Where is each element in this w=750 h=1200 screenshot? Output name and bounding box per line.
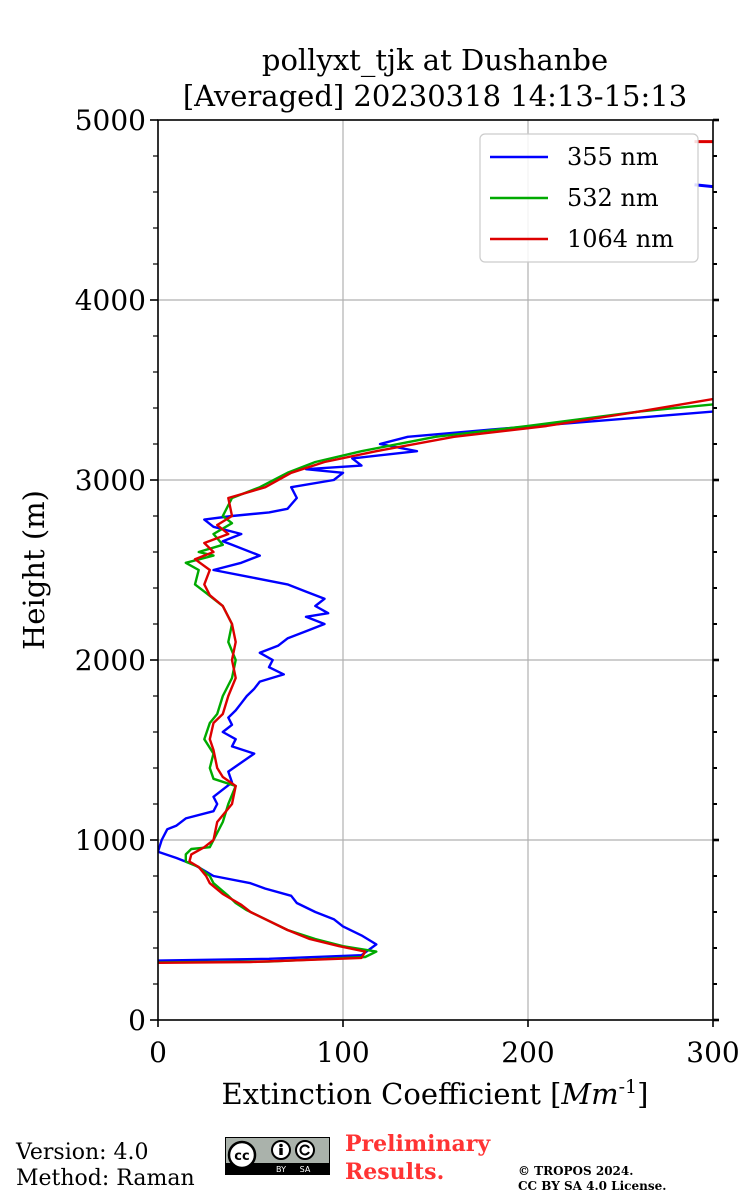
preliminary-line-1: Preliminary xyxy=(345,1131,491,1157)
extinction-profile-chart: pollyxt_tjk at Dushanbe [Averaged] 20230… xyxy=(17,43,740,1111)
x-axis-label: Extinction Coefficient [Mm-1] xyxy=(222,1076,649,1111)
x-axis-label-exponent: -1 xyxy=(619,1076,638,1098)
legend-label: 532 nm xyxy=(567,184,659,212)
series-line-532-nm xyxy=(158,403,713,964)
y-tick-labels: 0 1000 2000 3000 4000 5000 xyxy=(75,104,146,1037)
copyright-line-2: CC BY SA 4.0 License. xyxy=(518,1179,667,1193)
preliminary-line-2: Results. xyxy=(345,1159,445,1185)
cc-glyph: cc xyxy=(234,1149,249,1164)
grid xyxy=(158,120,713,1020)
x-tick-label: 200 xyxy=(501,1036,554,1069)
version-text: Version: 4.0 xyxy=(16,1140,149,1165)
copyright-line-1: © TROPOS 2024. xyxy=(518,1164,634,1178)
x-tick-label: 100 xyxy=(316,1036,369,1069)
legend: 355 nm 532 nm 1064 nm xyxy=(479,133,699,263)
y-tick-label: 5000 xyxy=(75,104,146,137)
plot-frame xyxy=(157,119,714,1021)
y-tick-label: 4000 xyxy=(75,284,146,317)
cc-icon xyxy=(227,1140,257,1170)
footer-version-method: Version: 4.0 Method: Raman xyxy=(16,1140,195,1192)
by-label: BY xyxy=(276,1165,286,1174)
cc-by-sa-license-badge: cc BY SA xyxy=(225,1137,330,1175)
x-tick-label: 0 xyxy=(149,1036,167,1069)
x-axis-label-unit: Mm xyxy=(560,1077,618,1111)
axis-ticks xyxy=(150,118,719,1027)
series-line-1064-nm xyxy=(158,397,713,964)
y-tick-label: 0 xyxy=(128,1004,146,1037)
copyright-note: © TROPOS 2024. CC BY SA 4.0 License. xyxy=(518,1164,666,1194)
chart-title-line-1: pollyxt_tjk at Dushanbe xyxy=(262,43,608,78)
x-tick-label: 300 xyxy=(686,1036,739,1069)
legend-label: 355 nm xyxy=(567,143,659,171)
chart-title-line-2: [Averaged] 20230318 14:13-15:13 xyxy=(183,79,687,113)
series-lines xyxy=(158,140,713,964)
share-alike-icon xyxy=(295,1140,315,1160)
legend-box xyxy=(479,133,699,263)
method-text: Method: Raman xyxy=(16,1166,195,1191)
y-tick-label: 1000 xyxy=(75,824,146,857)
y-axis-label: Height (m) xyxy=(17,490,51,650)
x-axis-label-text: Extinction Coefficient [ xyxy=(222,1077,562,1111)
y-tick-label: 3000 xyxy=(75,464,146,497)
legend-label: 1064 nm xyxy=(567,225,674,253)
sa-label: SA xyxy=(300,1165,311,1174)
x-tick-labels: 0 100 200 300 xyxy=(149,1036,740,1069)
x-axis-label-end: ] xyxy=(637,1077,648,1111)
y-tick-label: 2000 xyxy=(75,644,146,677)
preliminary-results-note: Preliminary Results. xyxy=(345,1130,490,1186)
